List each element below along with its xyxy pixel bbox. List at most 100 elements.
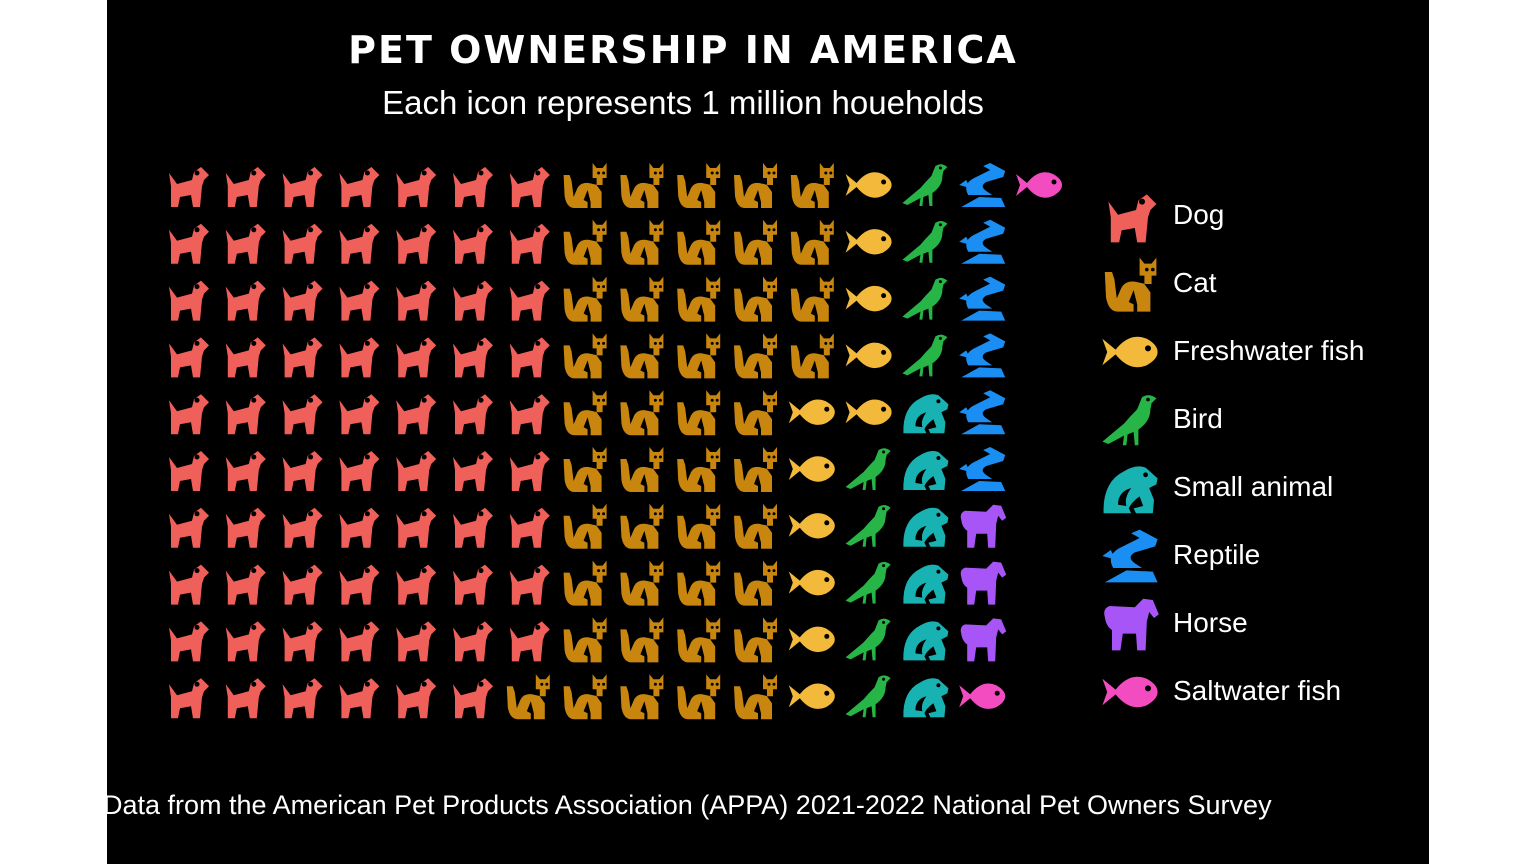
bird-icon: [845, 675, 891, 718]
dog-icon: [339, 337, 380, 378]
cat-icon: [790, 163, 834, 208]
fish-icon: [788, 683, 835, 709]
cat-icon: [620, 390, 664, 436]
cat-icon: [563, 163, 607, 208]
dog-icon: [339, 280, 380, 321]
cat-icon: [677, 390, 721, 436]
fish-icon: [1102, 336, 1158, 368]
cat-icon: [620, 333, 664, 379]
cat-icon: [620, 560, 664, 606]
dragon-icon: [959, 163, 1006, 207]
dog-icon: [282, 280, 323, 321]
cat-icon: [563, 333, 607, 379]
cat-icon: [677, 560, 721, 606]
dog-icon: [453, 507, 493, 548]
dog-icon: [169, 507, 209, 548]
dog-icon: [396, 280, 437, 321]
cat-icon: [734, 163, 777, 208]
dog-icon: [453, 621, 493, 662]
cat-icon: [563, 276, 607, 322]
cat-icon: [677, 163, 721, 208]
dog-icon: [396, 507, 437, 548]
cat-icon: [677, 617, 721, 663]
bird-icon: [845, 448, 891, 490]
legend-label: Saltwater fish: [1173, 675, 1342, 706]
fish-icon: [845, 342, 892, 369]
legend-label: Freshwater fish: [1173, 335, 1365, 366]
dog-icon: [509, 507, 550, 548]
dog-icon: [396, 451, 437, 491]
dog-icon: [225, 280, 266, 321]
dog-icon: [396, 223, 437, 264]
dog-icon: [396, 394, 437, 435]
cat-icon: [734, 674, 777, 720]
dog-icon: [509, 451, 550, 491]
dragon-icon: [959, 333, 1006, 378]
dog-icon: [509, 337, 550, 378]
horse-icon: [960, 504, 1007, 548]
legend-label: Reptile: [1173, 539, 1261, 570]
dog-icon: [225, 507, 266, 548]
dog-icon: [225, 394, 266, 435]
horse-icon: [1104, 598, 1159, 651]
cat-icon: [677, 674, 721, 720]
cat-icon: [677, 447, 721, 492]
dog-icon: [396, 564, 437, 605]
bird-icon: [845, 561, 891, 604]
cat-icon: [734, 276, 777, 322]
dog-icon: [396, 678, 437, 719]
cat-icon: [563, 674, 607, 720]
dog-icon: [339, 507, 380, 548]
frog-icon: [1103, 466, 1158, 514]
cat-icon: [677, 503, 721, 549]
frog-icon: [903, 394, 949, 434]
dragon-icon: [959, 276, 1006, 321]
dog-icon: [169, 451, 209, 491]
fish-icon: [1016, 172, 1062, 198]
fish-icon: [959, 683, 1006, 709]
dog-icon: [225, 621, 266, 662]
dog-icon: [509, 621, 550, 662]
chart-subtitle: Each icon represents 1 million houeholds: [382, 84, 984, 121]
dragon-icon: [959, 447, 1006, 491]
dog-icon: [453, 678, 493, 719]
dog-icon: [169, 394, 209, 435]
cat-icon: [563, 219, 607, 265]
cat-icon: [563, 390, 607, 436]
dog-icon: [225, 678, 266, 719]
legend-label: Bird: [1173, 403, 1223, 434]
dog-icon: [282, 621, 323, 662]
dog-icon: [339, 678, 380, 719]
dog-icon: [339, 451, 380, 491]
cat-icon: [620, 674, 664, 720]
bird-icon: [1102, 395, 1157, 446]
fish-icon: [1102, 676, 1158, 708]
bird-icon: [902, 334, 948, 377]
frog-icon: [903, 451, 949, 490]
cat-icon: [620, 219, 664, 265]
cat-icon: [734, 503, 777, 549]
legend-label: Small animal: [1173, 471, 1334, 502]
dog-icon: [169, 280, 209, 321]
cat-icon: [563, 560, 607, 606]
dog-icon: [339, 167, 380, 207]
dog-icon: [453, 167, 493, 207]
dog-icon: [169, 621, 209, 662]
pictogram-grid: [169, 163, 1062, 720]
cat-icon: [734, 447, 777, 492]
dog-icon: [169, 167, 209, 207]
frog-icon: [903, 678, 949, 718]
dog-icon: [225, 451, 266, 491]
dog-icon: [282, 451, 323, 491]
cat-icon: [1104, 257, 1157, 312]
dog-icon: [453, 394, 493, 435]
dog-icon: [339, 621, 380, 662]
dog-icon: [453, 337, 493, 378]
cat-icon: [790, 333, 834, 379]
dog-icon: [282, 678, 323, 719]
source-note: Data from the American Pet Products Asso…: [103, 790, 1272, 820]
cat-icon: [620, 617, 664, 663]
dog-icon: [282, 507, 323, 548]
legend-label: Dog: [1173, 199, 1225, 230]
chart-title: PET OWNERSHIP IN AMERICA: [348, 28, 1018, 72]
